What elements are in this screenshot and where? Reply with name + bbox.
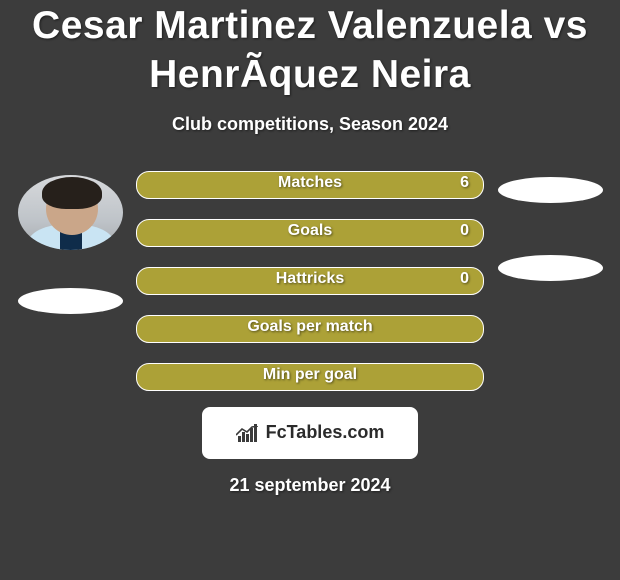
stat-bar-hattricks: Hattricks 0 [136, 267, 484, 295]
player-a-name-pill [18, 288, 123, 314]
stat-bar-matches: Matches 6 [136, 171, 484, 199]
content-row: Matches 6 Goals 0 Hattricks 0 Goals per … [0, 171, 620, 391]
stat-bar-goals-per-match: Goals per match [136, 315, 484, 343]
stat-label: Hattricks [137, 270, 483, 288]
stat-label: Matches [137, 174, 483, 192]
stat-bar-min-per-goal: Min per goal [136, 363, 484, 391]
right-player-column [490, 171, 610, 281]
stat-label: Goals per match [137, 318, 483, 336]
page-subtitle: Club competitions, Season 2024 [0, 114, 620, 135]
stat-label: Min per goal [137, 366, 483, 384]
footer-date: 21 september 2024 [0, 475, 620, 496]
brand-badge[interactable]: FcTables.com [202, 407, 418, 459]
stat-value: 0 [460, 270, 469, 288]
stat-label: Goals [137, 222, 483, 240]
player-a-photo [18, 175, 123, 250]
left-player-column [10, 171, 130, 314]
stat-value: 0 [460, 222, 469, 240]
stats-column: Matches 6 Goals 0 Hattricks 0 Goals per … [130, 171, 490, 391]
stat-value: 6 [460, 174, 469, 192]
photo-hair-shape [42, 177, 102, 209]
player-b-photo-pill [498, 177, 603, 203]
comparison-card: Cesar Martinez Valenzuela vs HenrÃ­quez … [0, 0, 620, 580]
player-b-name-pill [498, 255, 603, 281]
brand-text: FcTables.com [266, 422, 385, 443]
bar-chart-icon [236, 422, 258, 444]
stat-bar-goals: Goals 0 [136, 219, 484, 247]
page-title: Cesar Martinez Valenzuela vs HenrÃ­quez … [0, 0, 620, 100]
